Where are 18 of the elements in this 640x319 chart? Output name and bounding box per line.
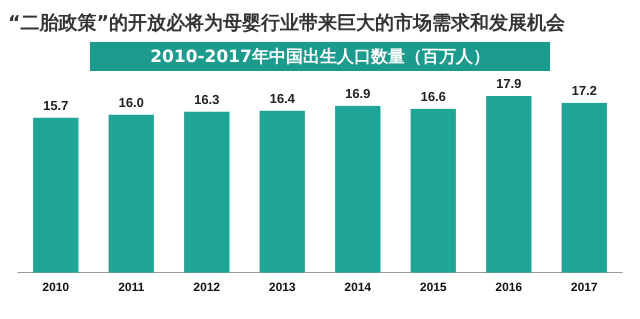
data-label: 16.4 xyxy=(270,90,296,106)
x-tick-label: 2011 xyxy=(118,280,145,294)
x-tick-label: 2010 xyxy=(42,280,70,294)
x-tick-label: 2014 xyxy=(344,280,372,294)
x-tick-label: 2015 xyxy=(420,280,447,294)
data-label: 15.7 xyxy=(43,98,68,113)
data-label: 16.0 xyxy=(118,94,144,110)
data-label: 16.3 xyxy=(194,92,220,107)
chart-title: “二胎政策”的开放必将为母婴行业带来巨大的市场需求和发展机会 xyxy=(8,11,566,36)
data-label: 16.9 xyxy=(345,86,370,101)
x-tick-label: 2016 xyxy=(495,280,522,294)
data-label: 17.9 xyxy=(496,76,522,92)
x-tick-label: 2012 xyxy=(193,280,220,294)
x-tick-label: 2013 xyxy=(268,280,296,294)
data-label: 17.2 xyxy=(572,82,597,98)
data-label: 16.6 xyxy=(420,88,446,104)
x-tick-label: 2017 xyxy=(570,280,598,294)
chart-subtitle: 2010-2017年中国出生人口数量（百万人） xyxy=(90,42,550,71)
